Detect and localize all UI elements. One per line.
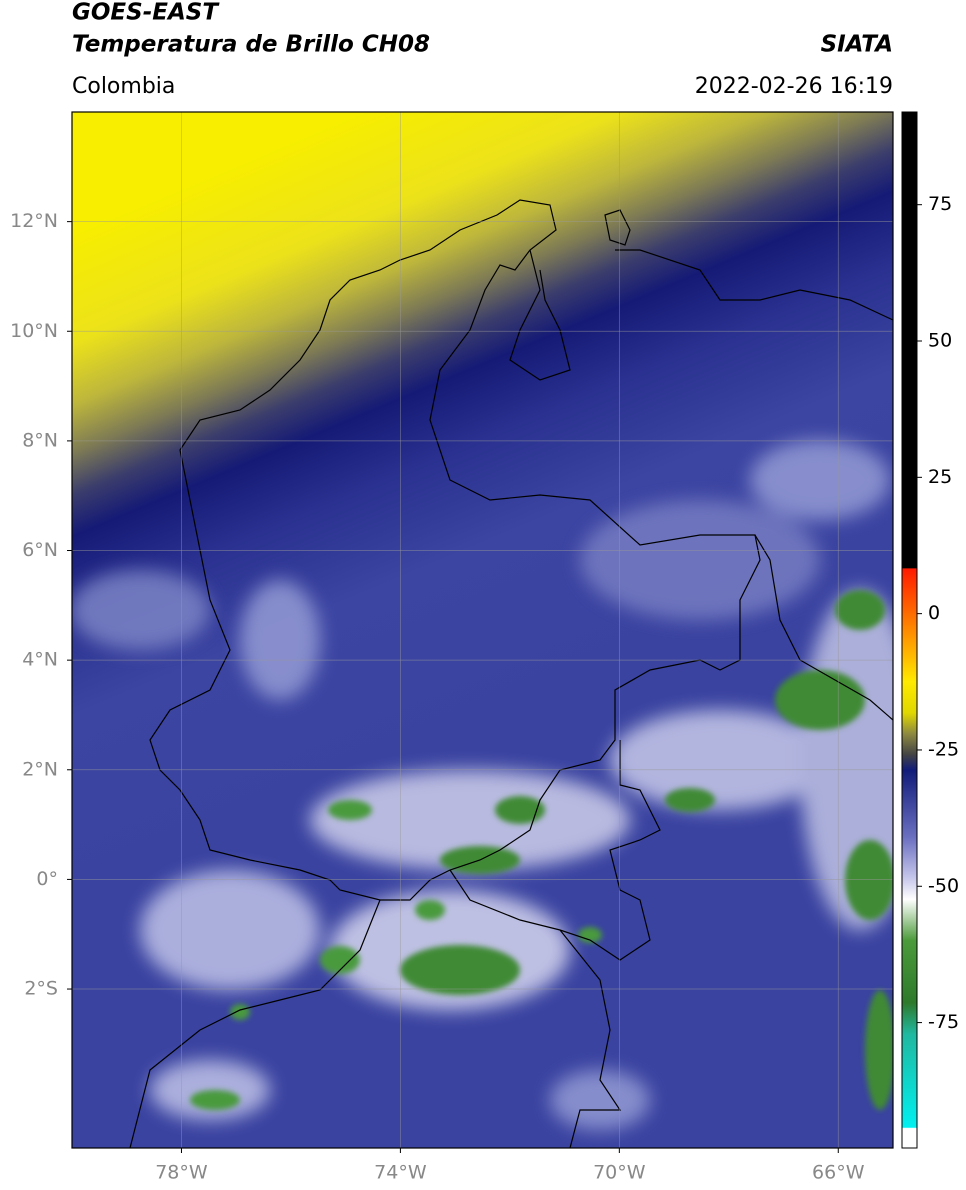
lat-label: 12°N xyxy=(10,210,58,232)
colorbar-label: -25 xyxy=(928,738,959,760)
map-frame xyxy=(71,111,894,1149)
colorbar-label: -50 xyxy=(928,875,959,897)
lat-label: 10°N xyxy=(10,320,58,342)
lat-label: 0° xyxy=(36,868,58,890)
colorbar-label: 0 xyxy=(928,602,940,624)
colorbar-label: 50 xyxy=(928,330,952,352)
product: Temperatura de Brillo CH08 xyxy=(72,32,430,58)
lat-label: 4°N xyxy=(22,649,58,671)
lat-label: 2°N xyxy=(22,758,58,780)
borders xyxy=(129,199,893,1148)
lat-label: 8°N xyxy=(22,429,58,451)
timestamp: 2022-02-26 16:19 xyxy=(695,74,893,99)
imagery xyxy=(72,112,893,1148)
region: Colombia xyxy=(72,74,175,99)
lat-label: 6°N xyxy=(22,539,58,561)
lon-label: 66°W xyxy=(812,1162,865,1184)
colorbar-label: 25 xyxy=(928,466,952,488)
lon-label: 74°W xyxy=(374,1162,427,1184)
title: GOES-EAST xyxy=(72,0,220,26)
colorbar-label: -75 xyxy=(928,1011,959,1033)
lon-label: 70°W xyxy=(593,1162,646,1184)
graticule xyxy=(72,112,893,1148)
lon-label: 78°W xyxy=(155,1162,208,1184)
colorbar-label: 75 xyxy=(928,193,952,215)
lat-label: 2°S xyxy=(24,978,58,1000)
colorbar xyxy=(901,111,918,1149)
source: SIATA xyxy=(821,32,893,58)
